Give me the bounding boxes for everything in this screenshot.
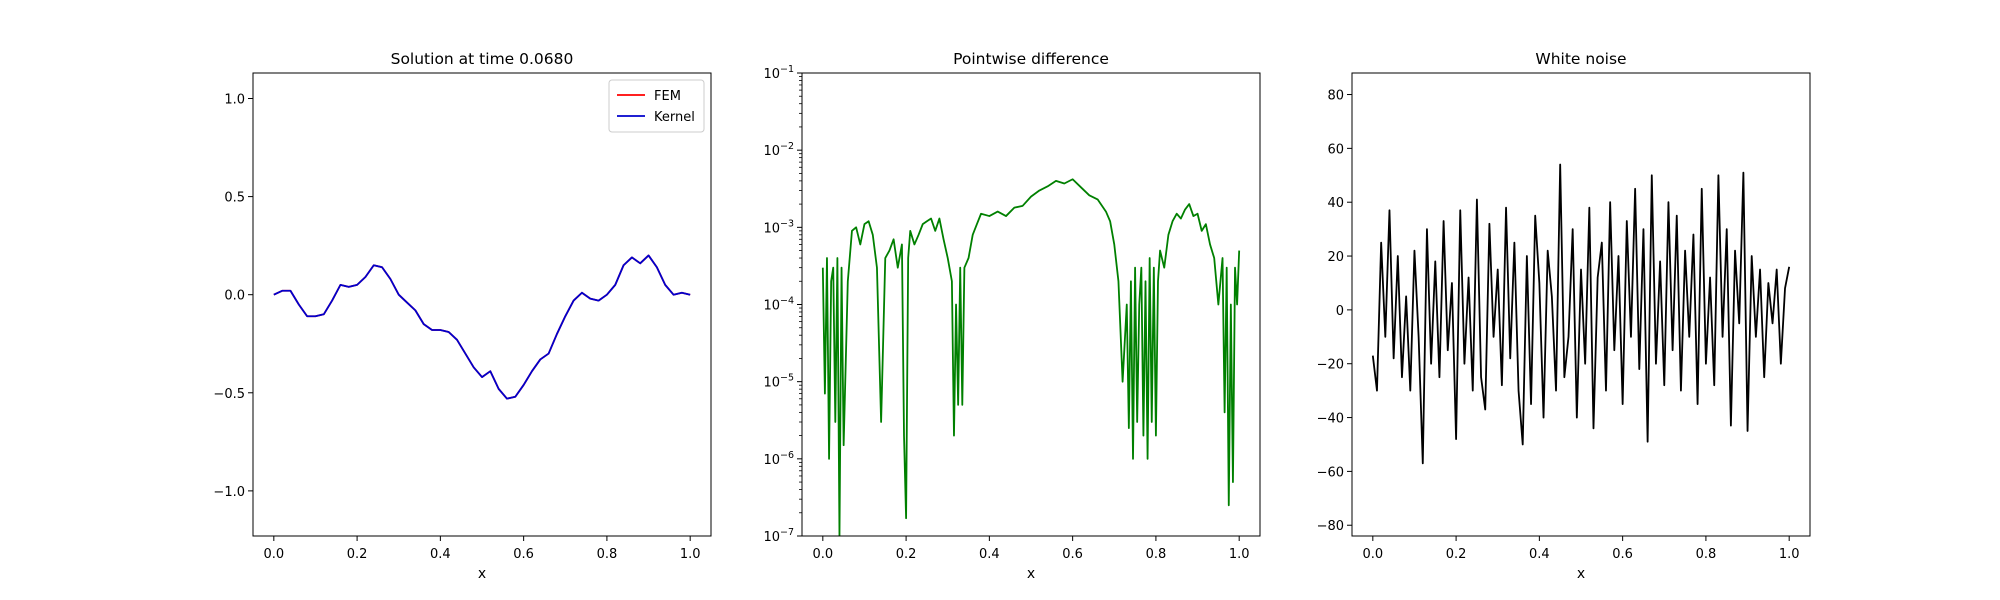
y-tick-base: 10 (763, 144, 780, 159)
x-tick-label: 0.4 (1529, 547, 1550, 562)
legend-box (608, 79, 705, 133)
pointwise-difference-panel: 0.0 0.2 0.4 0.6 0.8 1.010−110−210−310−410−510… (763, 50, 1261, 582)
x-tick-label: 0.6 (1612, 547, 1633, 562)
x-axis-label: x (1027, 566, 1035, 582)
x-tick-label: 0.0 (263, 547, 284, 562)
x-tick-label: 0.2 (347, 547, 368, 562)
y-tick-exponent: −1 (780, 64, 794, 75)
y-tick-label: 20 (1327, 250, 1344, 265)
x-tick-label: 1.0 (1779, 547, 1800, 562)
difference-axes-frame (801, 72, 1261, 537)
noise-chart-title: White noise (1535, 50, 1626, 68)
x-tick-label: 0.8 (597, 547, 618, 562)
x-tick-label: 1.0 (1229, 547, 1250, 562)
y-tick-label: 10−6 (763, 450, 794, 468)
y-tick-label: 60 (1327, 142, 1344, 157)
y-tick-label: −60 (1317, 465, 1344, 480)
y-tick-label: 80 (1327, 89, 1344, 104)
solution-axes-frame (252, 72, 712, 537)
x-tick-label: 0.6 (513, 547, 534, 562)
y-tick-label: 10−5 (763, 373, 794, 391)
y-tick-label: 10−3 (763, 218, 794, 236)
y-tick-exponent: −2 (780, 141, 794, 152)
legend-label-kernel: Kernel (654, 110, 695, 125)
y-tick-label: −0.5 (213, 387, 245, 402)
y-tick-exponent: −6 (780, 450, 794, 461)
solution-panel: 0.0 0.2 0.4 0.6 0.8 1.0 1.0 0.5 0.0 −0.5 −1.0 Solut… (213, 50, 712, 582)
noise-series-0-line (1371, 163, 1791, 465)
y-tick-label: 0 (1336, 304, 1344, 319)
legend-label-fem: FEM (654, 89, 681, 104)
x-tick-label: 0.4 (979, 547, 1000, 562)
x-tick-label: 0.0 (812, 547, 833, 562)
x-tick-label: 0.8 (1146, 547, 1167, 562)
x-tick-label: 0.0 (1362, 547, 1383, 562)
y-tick-label: −20 (1317, 358, 1344, 373)
y-tick-label: 1.0 (224, 93, 245, 108)
solution-chart-title: Solution at time 0.0680 (391, 50, 574, 68)
y-tick-base: 10 (763, 67, 780, 82)
white-noise-panel: 0.0 0.2 0.4 0.6 0.8 1.0 80 60 40 20 0 −20 −40 −60 −80 W… (1317, 50, 1811, 582)
y-tick-label: 10−4 (763, 296, 794, 314)
y-tick-label: −40 (1317, 412, 1344, 427)
y-tick-exponent: −3 (780, 218, 794, 229)
y-tick-label: 0.5 (224, 191, 245, 206)
x-tick-label: 0.8 (1696, 547, 1717, 562)
x-tick-label: 0.2 (896, 547, 917, 562)
x-axis-label: x (478, 566, 486, 582)
x-tick-label: 1.0 (680, 547, 701, 562)
y-tick-label: 10−7 (763, 527, 794, 545)
noise-axes-frame (1351, 72, 1811, 537)
y-tick-exponent: −4 (780, 296, 794, 307)
y-tick-exponent: −7 (780, 527, 794, 538)
y-tick-exponent: −5 (780, 373, 794, 384)
y-tick-label: 10−1 (763, 64, 794, 82)
y-tick-base: 10 (763, 530, 780, 545)
y-tick-label: 0.0 (224, 289, 245, 304)
y-tick-label: 40 (1327, 196, 1344, 211)
x-axis-label: x (1577, 566, 1585, 582)
difference-chart-title: Pointwise difference (953, 50, 1109, 68)
y-tick-base: 10 (763, 299, 780, 314)
y-tick-base: 10 (763, 376, 780, 391)
x-tick-label: 0.2 (1446, 547, 1467, 562)
solution-series-kernel-line (273, 254, 691, 400)
y-tick-label: −80 (1317, 519, 1344, 534)
y-tick-label: −1.0 (213, 485, 245, 500)
y-tick-base: 10 (763, 453, 780, 468)
x-tick-label: 0.4 (430, 547, 451, 562)
y-tick-label: 10−2 (763, 141, 794, 159)
y-tick-base: 10 (763, 221, 780, 236)
x-tick-label: 0.6 (1062, 547, 1083, 562)
difference-series-0-line (821, 178, 1241, 536)
